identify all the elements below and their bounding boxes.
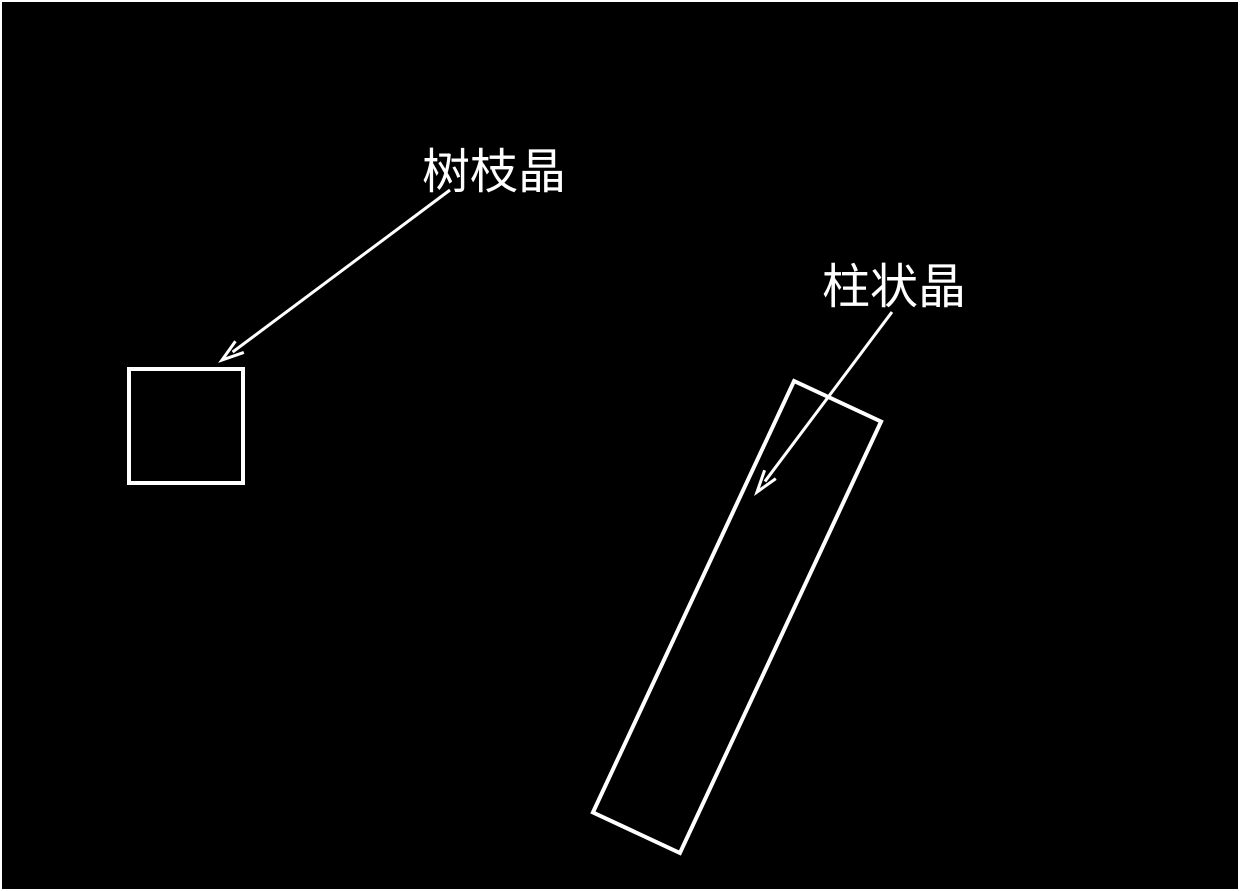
dendrite-arrow bbox=[222, 190, 450, 360]
dendrite-square bbox=[127, 367, 245, 485]
columnar-label: 柱状晶 bbox=[822, 247, 966, 317]
columnar-bar bbox=[590, 378, 883, 855]
dendrite-label: 树枝晶 bbox=[422, 132, 566, 202]
diagram-canvas: 树枝晶 柱状晶 bbox=[0, 0, 1240, 891]
